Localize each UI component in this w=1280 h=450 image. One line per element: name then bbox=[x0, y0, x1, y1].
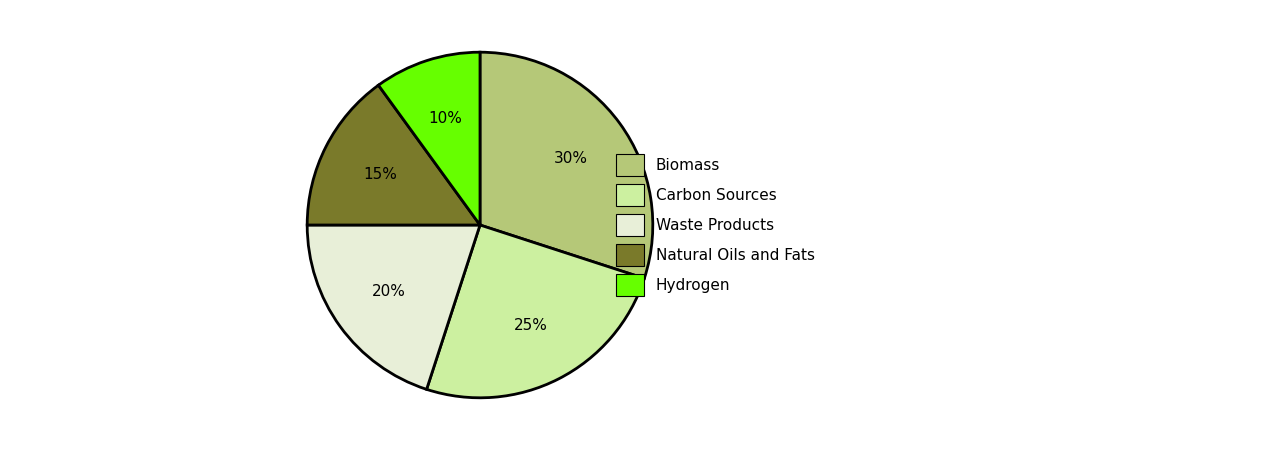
Text: 20%: 20% bbox=[372, 284, 406, 298]
Text: 25%: 25% bbox=[515, 318, 548, 333]
Wedge shape bbox=[307, 85, 480, 225]
Text: 10%: 10% bbox=[429, 111, 462, 126]
Wedge shape bbox=[379, 52, 480, 225]
Text: 30%: 30% bbox=[554, 152, 588, 166]
Wedge shape bbox=[307, 225, 480, 389]
Text: 15%: 15% bbox=[364, 166, 397, 181]
Wedge shape bbox=[480, 52, 653, 279]
Legend: Biomass, Carbon Sources, Waste Products, Natural Oils and Fats, Hydrogen: Biomass, Carbon Sources, Waste Products,… bbox=[608, 147, 823, 303]
Wedge shape bbox=[426, 225, 644, 398]
